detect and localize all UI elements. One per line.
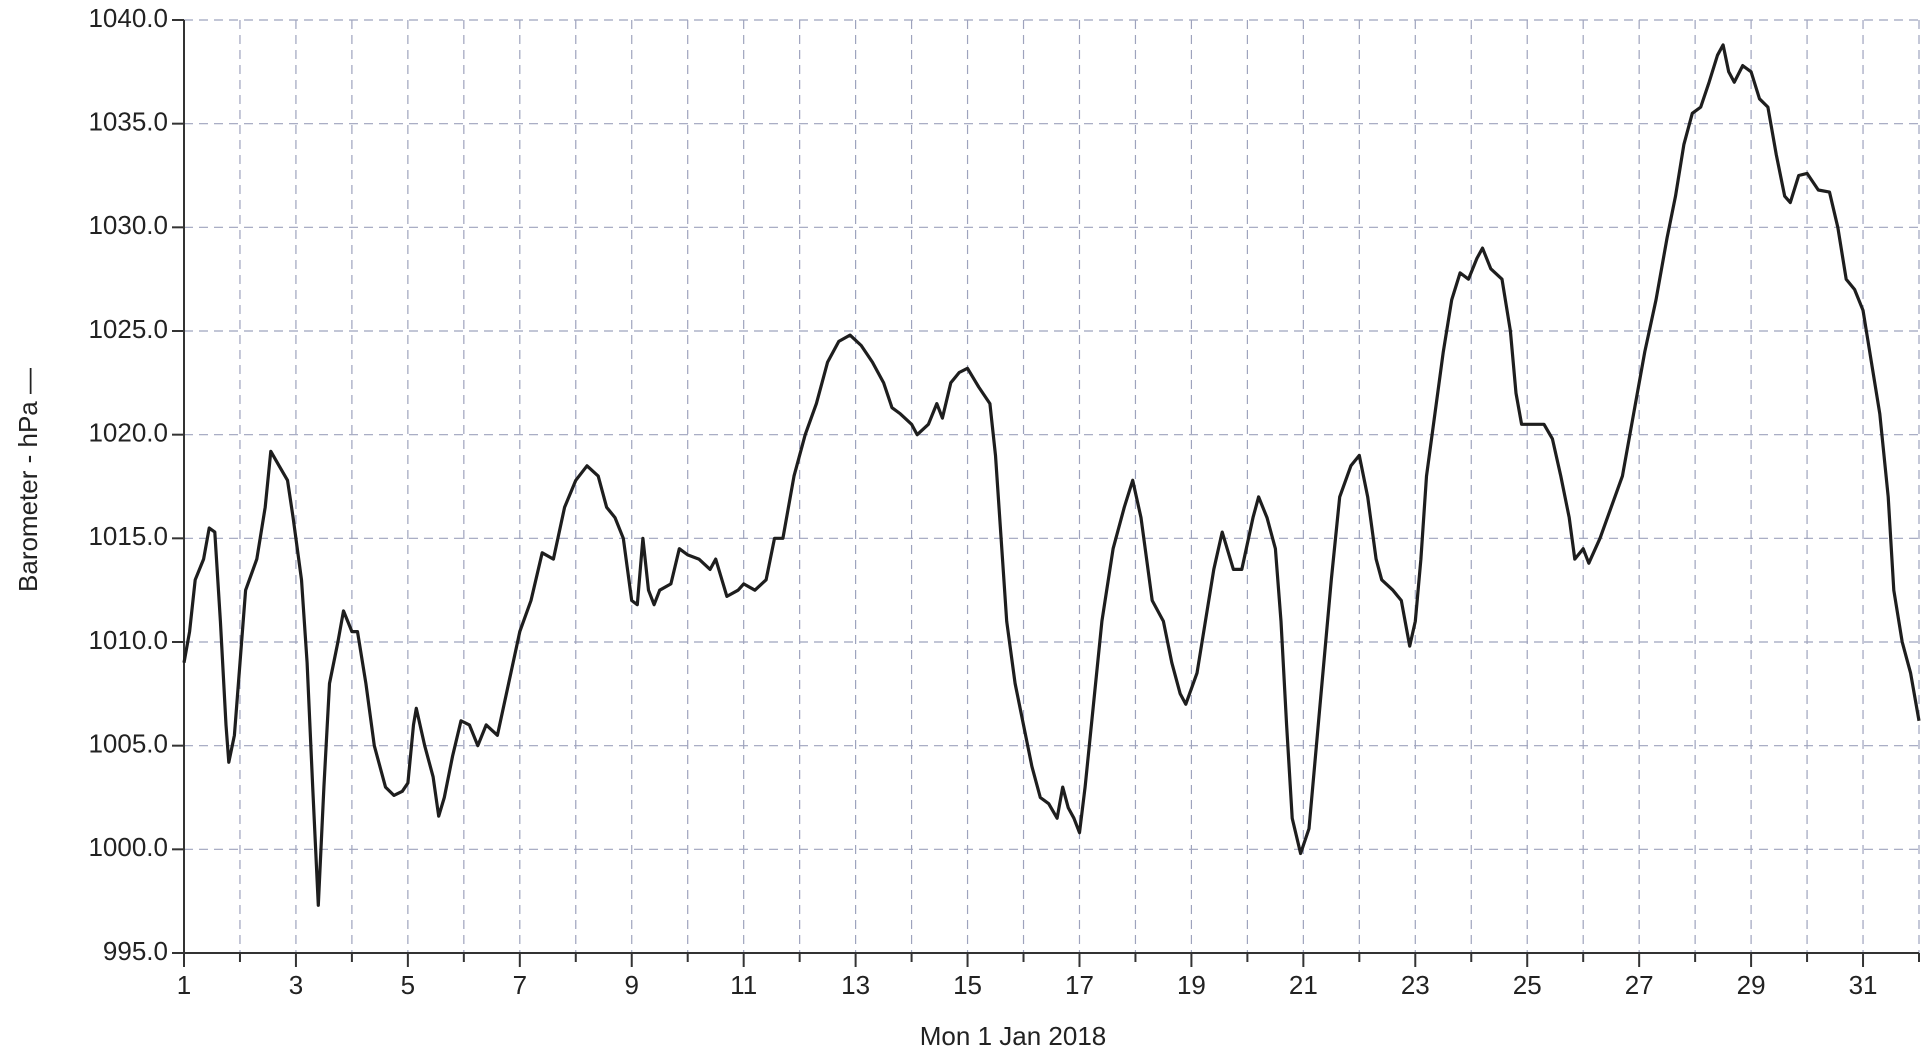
y-tick-label: 1030.0	[88, 210, 168, 240]
x-tick-label: 3	[289, 970, 303, 1000]
x-tick-label: 25	[1513, 970, 1542, 1000]
y-tick-label: 1000.0	[88, 832, 168, 862]
x-tick-label: 1	[177, 970, 191, 1000]
x-tick-label: 31	[1849, 970, 1878, 1000]
x-tick-label: 19	[1177, 970, 1206, 1000]
x-tick-label: 7	[513, 970, 527, 1000]
y-tick-label: 1025.0	[88, 314, 168, 344]
data-line	[182, 43, 1921, 907]
y-axis-label: Barometer - hPa —	[13, 368, 43, 592]
x-tick-label: 21	[1289, 970, 1318, 1000]
x-tick-label: 13	[841, 970, 870, 1000]
x-tick-label: 17	[1065, 970, 1094, 1000]
y-tick-label: 1035.0	[88, 107, 168, 137]
y-tick-label: 1010.0	[88, 625, 168, 655]
x-tick-label: 23	[1401, 970, 1430, 1000]
x-tick-label: 29	[1737, 970, 1766, 1000]
x-tick-label: 11	[730, 970, 757, 1000]
y-tick-label: 1040.0	[88, 3, 168, 33]
x-tick-label: 15	[953, 970, 982, 1000]
x-tick-label: 9	[625, 970, 639, 1000]
x-tick-label: 5	[401, 970, 415, 1000]
y-tick-label: 1005.0	[88, 729, 168, 759]
y-tick-label: 995.0	[103, 936, 168, 966]
y-tick-label: 1020.0	[88, 418, 168, 448]
x-axis-label: Mon 1 Jan 2018	[920, 1021, 1106, 1051]
y-tick-label: 1015.0	[88, 521, 168, 551]
x-tick-label: 27	[1625, 970, 1654, 1000]
